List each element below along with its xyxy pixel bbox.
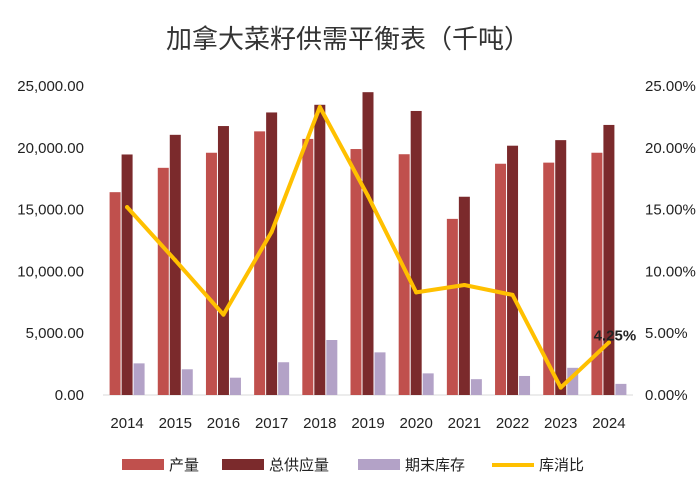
y-right-tick-label: 0.00% — [645, 387, 688, 404]
bar — [567, 367, 579, 395]
y-right-tick-label: 5.00% — [645, 325, 688, 342]
x-tick-label: 2023 — [544, 415, 577, 432]
y-left-tick-label: 10,000.00 — [17, 263, 84, 280]
bar — [410, 110, 422, 396]
bar — [374, 352, 386, 395]
x-tick-label: 2019 — [351, 415, 384, 432]
bar — [350, 149, 362, 395]
bar — [543, 162, 555, 395]
x-tick-label: 2024 — [592, 415, 625, 432]
legend-label: 库消比 — [539, 456, 584, 474]
bar — [314, 104, 326, 395]
line-point — [269, 229, 274, 234]
line-point — [558, 385, 563, 390]
y-left-tick-label: 0.00 — [55, 387, 84, 404]
y-left-tick-label: 20,000.00 — [17, 140, 84, 157]
line-point — [510, 292, 515, 297]
x-tick-label: 2020 — [399, 415, 432, 432]
line-point — [366, 194, 370, 199]
bar — [205, 152, 217, 395]
legend-label: 总供应量 — [269, 456, 329, 474]
y-right-tick-label: 15.00% — [645, 202, 696, 219]
bar — [591, 152, 603, 395]
y-left-tick-label: 15,000.00 — [17, 202, 84, 219]
bar — [157, 167, 169, 395]
bar — [169, 134, 181, 395]
bar — [266, 112, 278, 395]
line-point — [317, 105, 322, 110]
bar — [326, 339, 338, 395]
y-right-tick-label: 20.00% — [645, 140, 696, 157]
bar — [181, 369, 193, 395]
bar — [422, 373, 434, 395]
bar — [254, 131, 266, 395]
bar — [615, 383, 627, 395]
x-tick-label: 2017 — [255, 415, 288, 432]
bar — [278, 362, 290, 395]
bar — [507, 145, 519, 395]
bar — [121, 154, 133, 395]
bar — [398, 154, 410, 395]
bars — [109, 92, 627, 396]
bar — [217, 126, 229, 396]
y-right-tick-label: 25.00% — [645, 78, 696, 95]
line-point — [125, 205, 130, 210]
x-tick-label: 2014 — [110, 415, 143, 432]
bar — [519, 375, 531, 395]
chart-title: 加拿大菜籽供需平衡表（千吨） — [166, 25, 530, 55]
bar — [302, 138, 314, 395]
bar — [109, 192, 121, 395]
legend-swatch — [222, 459, 264, 470]
axes: 0.00 5,000.00 10,000.00 15,000.00 20,000.00 2… — [17, 78, 696, 432]
bar — [229, 377, 241, 395]
legend-label: 期末库存 — [405, 456, 465, 474]
y-left-tick-label: 5,000.00 — [26, 325, 84, 342]
legend-swatch — [122, 459, 164, 470]
line-point — [173, 258, 178, 263]
y-left-tick-label: 25,000.00 — [17, 78, 84, 95]
x-tick-label: 2021 — [448, 415, 481, 432]
bar — [458, 196, 470, 395]
x-tick-label: 2018 — [303, 415, 336, 432]
x-tick-label: 2015 — [159, 415, 192, 432]
bar — [555, 140, 567, 395]
line-point — [606, 340, 611, 345]
line-point — [462, 282, 467, 287]
x-tick-label: 2016 — [207, 415, 240, 432]
data-label: 4.25% — [594, 327, 637, 344]
bar — [362, 92, 374, 396]
bar — [470, 379, 482, 395]
legend: 产量 总供应量 期末库存 库消比 — [122, 456, 584, 474]
line-series: 4.25% — [125, 105, 636, 390]
line-point — [414, 290, 419, 295]
y-right-tick-label: 10.00% — [645, 263, 696, 280]
bar — [603, 124, 615, 396]
legend-label: 产量 — [169, 456, 199, 474]
x-tick-label: 2022 — [496, 415, 529, 432]
bar — [446, 218, 458, 395]
legend-swatch — [358, 459, 400, 470]
bar — [133, 363, 145, 395]
line-point — [221, 312, 226, 317]
bar — [495, 163, 507, 395]
